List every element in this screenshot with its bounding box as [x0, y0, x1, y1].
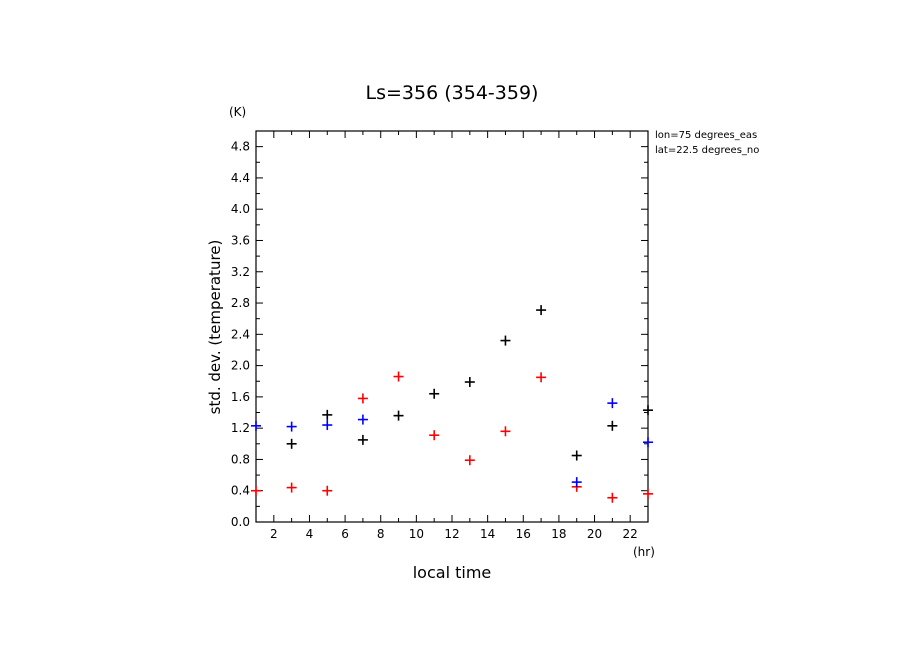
x-tick-label: 12	[444, 527, 459, 541]
y-tick-label: 2.8	[231, 296, 250, 310]
x-tick-label: 10	[409, 527, 424, 541]
data-point-series-1	[322, 485, 333, 496]
data-point-series-0	[500, 335, 511, 346]
data-point-series-2	[251, 420, 261, 431]
data-point-series-1	[357, 393, 368, 404]
x-tick-label: 4	[306, 527, 314, 541]
y-tick-label: 4.8	[231, 140, 250, 154]
y-unit-label: (K)	[229, 105, 246, 119]
data-point-series-0	[429, 388, 440, 399]
y-tick-label: 4.4	[231, 171, 250, 185]
y-tick-label: 1.2	[231, 421, 250, 435]
chart-title: Ls=356 (354-359)	[366, 82, 539, 104]
annotation-lon: lon=75 degrees_eas	[655, 130, 757, 141]
y-tick-label: 1.6	[231, 390, 250, 404]
x-tick-label: 18	[551, 527, 566, 541]
x-tick-label: 22	[623, 527, 638, 541]
y-axis-label: std. dev. (temperature)	[206, 240, 224, 415]
axis-ticks: 2 4 6 8 10 12 14 16 18 20 22 0.0 0.4 0.8 1.2 1.6 2.0 2.4 2…	[231, 130, 649, 541]
y-tick-label: 2.4	[231, 327, 250, 341]
data-point-series-2	[607, 398, 618, 409]
x-axis-label: local time	[413, 563, 492, 582]
data-point-series-1	[500, 426, 511, 437]
x-tick-label: 8	[377, 527, 385, 541]
data-point-series-0	[643, 405, 653, 416]
x-unit-label: (hr)	[633, 545, 655, 559]
data-point-series-2	[357, 414, 368, 425]
data-point-series-1	[464, 455, 475, 466]
data-point-series-0	[322, 409, 333, 420]
data-point-series-0	[571, 450, 582, 461]
x-tick-label: 2	[270, 527, 278, 541]
data-point-series-0	[536, 305, 547, 316]
data-point-series-2	[286, 421, 297, 432]
y-tick-label: 0.0	[231, 515, 250, 529]
data-point-series-1	[251, 485, 261, 496]
data-point-series-2	[322, 420, 333, 431]
data-point-series-1	[643, 488, 653, 499]
data-point-series-2	[571, 477, 582, 488]
data-point-series-0	[286, 438, 297, 449]
data-point-series-1	[607, 492, 618, 503]
x-tick-label: 6	[341, 527, 349, 541]
y-tick-label: 4.0	[231, 202, 250, 216]
y-tick-label: 0.4	[231, 484, 250, 498]
y-tick-label: 0.8	[231, 452, 250, 466]
x-tick-label: 20	[587, 527, 602, 541]
y-tick-label: 3.6	[231, 233, 250, 247]
data-point-series-0	[393, 410, 404, 421]
y-tick-label: 3.2	[231, 265, 250, 279]
data-point-series-0	[607, 420, 618, 431]
x-tick-label: 16	[516, 527, 531, 541]
data-point-series-2	[643, 437, 653, 448]
data-marks	[251, 305, 653, 503]
plot-frame	[255, 130, 649, 523]
y-tick-label: 2.0	[231, 359, 250, 373]
data-point-series-0	[464, 377, 475, 388]
data-point-series-1	[429, 430, 440, 441]
data-point-series-1	[393, 371, 404, 382]
data-point-series-1	[286, 482, 297, 493]
x-tick-label: 14	[480, 527, 495, 541]
annotation-lat: lat=22.5 degrees_no	[655, 145, 759, 156]
data-point-series-0	[357, 434, 368, 445]
data-point-series-1	[536, 372, 547, 383]
